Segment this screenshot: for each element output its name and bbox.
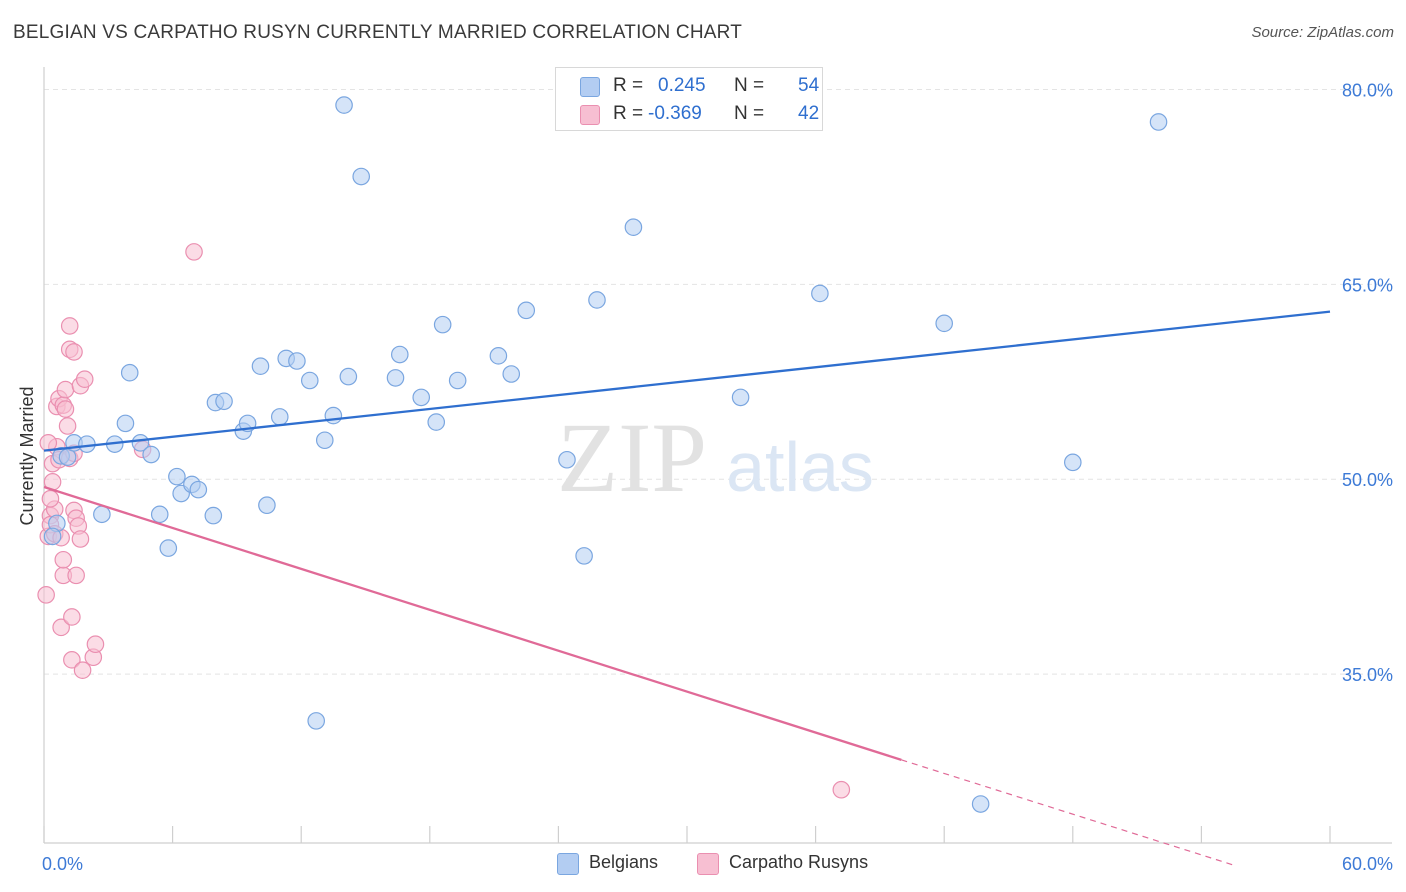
belgian-point [624, 218, 643, 236]
grid-lines [44, 88, 1392, 675]
rusyn-point [185, 243, 203, 261]
rusyn-point [832, 780, 851, 799]
y-tick-label: 50.0% [1342, 470, 1393, 490]
belgian-point [386, 369, 405, 387]
belgians-trend-line [43, 310, 1331, 452]
legend-n-label: N = [734, 75, 765, 96]
legend-r-value: 0.245 [658, 75, 706, 96]
belgian-point [43, 527, 62, 546]
y-tick-label: 80.0% [1342, 80, 1393, 100]
belgian-point [433, 315, 452, 334]
belgian-point [502, 365, 521, 383]
belgian-point [307, 712, 326, 730]
belgian-point [150, 505, 169, 524]
legend-n-value: 54 [798, 75, 820, 96]
belgian-point [448, 371, 467, 390]
watermark: ZIP atlas [557, 402, 874, 513]
rusyns-swatch [580, 105, 600, 125]
belgian-point [288, 352, 306, 370]
rusyn-point [67, 566, 85, 585]
belgian-point [489, 347, 508, 365]
rusyn-point [37, 586, 55, 604]
belgian-point [78, 435, 96, 453]
rusyn-point [65, 343, 83, 361]
x-tick-label: 0.0% [42, 854, 83, 874]
belgian-point [324, 406, 343, 425]
belgians-swatch [580, 77, 600, 97]
belgian-point [300, 371, 319, 390]
legend-r-value: -0.369 [648, 103, 702, 124]
rusyns-legend-swatch [697, 853, 719, 875]
trend-lines [43, 310, 1331, 866]
axes [43, 67, 1392, 844]
rusyn-point [60, 317, 79, 335]
belgian-point [811, 284, 829, 303]
belgian-point [315, 431, 334, 450]
belgian-point [215, 392, 233, 411]
y-tick-label: 35.0% [1342, 665, 1393, 685]
belgian-point [352, 167, 371, 186]
watermark-atlas: atlas [726, 428, 874, 506]
legend-n-label: N = [734, 103, 765, 124]
y-axis-label: Currently Married [17, 386, 37, 525]
rusyn-point [63, 608, 81, 626]
y-tick-label: 65.0% [1342, 275, 1393, 295]
belgian-point [575, 547, 593, 565]
tick-labels: 80.0% 65.0% 50.0% 35.0% 0.0% 60.0% [42, 80, 1393, 874]
belgians-legend-swatch [557, 853, 579, 875]
belgian-point [93, 505, 111, 524]
rusyn-point [86, 635, 105, 654]
belgian-point [258, 496, 276, 515]
belgian-point [120, 363, 139, 382]
belgian-point [412, 388, 431, 407]
rusyn-point [63, 651, 81, 669]
x-tick-label: 60.0% [1342, 854, 1393, 874]
belgian-point [142, 445, 160, 464]
belgian-point [116, 414, 135, 433]
rusyn-point [73, 661, 92, 680]
belgian-point [517, 301, 536, 320]
belgian-point [731, 388, 750, 407]
source-credit: Source: ZipAtlas.com [1251, 24, 1394, 41]
rusyn-point [41, 489, 60, 508]
belgian-point [971, 795, 990, 813]
belgian-point [1149, 113, 1168, 131]
watermark-zip: ZIP [557, 402, 707, 513]
belgian-point [270, 408, 289, 426]
correlation-legend: R = 0.245 N = 54 R = -0.369 N = 42 [555, 67, 823, 131]
belgian-point [588, 291, 606, 309]
legend-n-value: 42 [798, 103, 820, 124]
legend-r-label: R = [613, 75, 644, 96]
rusyn-point [71, 530, 90, 548]
belgian-point [251, 357, 270, 376]
series-belgians [43, 96, 1168, 813]
belgian-point [1064, 453, 1082, 472]
belgian-point [204, 506, 223, 525]
belgian-point [390, 345, 409, 364]
rusyn-point [56, 380, 75, 399]
rusyn-point [54, 550, 73, 569]
belgian-point [558, 450, 576, 469]
rusyns-trend-line [901, 759, 1234, 866]
belgian-point [339, 367, 358, 386]
chart-title: BELGIAN VS CARPATHO RUSYN CURRENTLY MARR… [13, 22, 743, 43]
rusyn-point [56, 400, 75, 418]
rusyn-point [52, 618, 70, 637]
rusyn-point [58, 417, 77, 435]
belgian-point [335, 96, 353, 114]
belgian-point [189, 480, 208, 499]
rusyn-point [75, 370, 94, 388]
rusyns-legend-label: Carpatho Rusyns [729, 852, 869, 872]
rusyns-trend-line [43, 485, 902, 761]
legend-r-label: R = [613, 103, 644, 124]
belgian-point [168, 467, 186, 486]
belgian-point [159, 539, 178, 557]
belgian-point [935, 314, 953, 333]
belgian-point [427, 413, 446, 431]
belgians-legend-label: Belgians [589, 852, 659, 872]
